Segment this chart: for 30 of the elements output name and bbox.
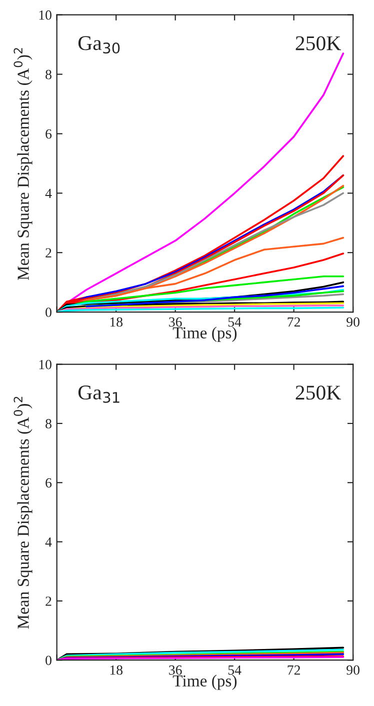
annotation: Ga$_{30}$ bbox=[78, 36, 120, 54]
x-axis-title: Time (ps) bbox=[172, 326, 237, 342]
y-tick-label: 2 bbox=[46, 596, 52, 606]
annotation: 250K bbox=[296, 36, 341, 50]
y-tick-label: 4 bbox=[45, 188, 52, 198]
y-axis-title: Mean Square Displacements (A$^{0}$)$^{2}$ bbox=[14, 48, 32, 280]
y-tick-label: 0 bbox=[46, 308, 52, 318]
x-axis-title: Time (ps) bbox=[172, 674, 237, 690]
y-tick-label: 0 bbox=[46, 656, 52, 666]
x-tick-label: 54 bbox=[228, 665, 242, 675]
x-tick-label: 72 bbox=[288, 317, 300, 327]
x-tick-label: 72 bbox=[288, 665, 300, 675]
x-tick-label: 90 bbox=[346, 665, 360, 675]
y-tick-label: 6 bbox=[46, 478, 52, 488]
x-tick-label: 36 bbox=[169, 665, 182, 675]
y-tick-label: 8 bbox=[46, 70, 52, 80]
y-tick-label: 10 bbox=[39, 10, 52, 20]
y-tick-label: 2 bbox=[46, 248, 52, 258]
y-tick-label: 4 bbox=[45, 537, 52, 547]
x-tick-label: 54 bbox=[228, 317, 242, 327]
x-tick-label: 18 bbox=[110, 317, 123, 327]
y-tick-label: 6 bbox=[46, 129, 52, 139]
x-tick-label: 18 bbox=[110, 665, 123, 675]
y-axis-title: Mean Square Displacements (A$^{0}$)$^{2}$ bbox=[14, 396, 32, 629]
annotation: 250K bbox=[296, 386, 341, 400]
y-tick-label: 10 bbox=[39, 360, 52, 370]
annotation: Ga$_{31}$ bbox=[78, 386, 120, 403]
x-tick-label: 36 bbox=[169, 317, 182, 327]
y-tick-label: 8 bbox=[46, 419, 52, 428]
x-tick-label: 90 bbox=[346, 317, 360, 327]
